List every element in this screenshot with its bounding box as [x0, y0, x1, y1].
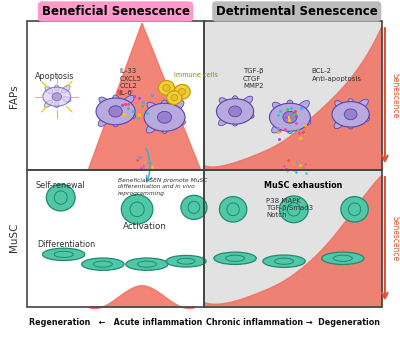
Ellipse shape — [219, 98, 230, 107]
Text: TGF-β
CTGF
MMP2: TGF-β CTGF MMP2 — [243, 68, 263, 89]
Ellipse shape — [216, 99, 254, 124]
Ellipse shape — [173, 117, 186, 125]
Polygon shape — [204, 175, 382, 307]
Ellipse shape — [112, 95, 119, 103]
Ellipse shape — [122, 95, 134, 106]
Ellipse shape — [96, 98, 135, 125]
Bar — [204, 21, 382, 170]
Ellipse shape — [283, 111, 297, 123]
Ellipse shape — [232, 118, 238, 126]
Ellipse shape — [146, 122, 158, 133]
Ellipse shape — [144, 103, 185, 131]
Ellipse shape — [341, 197, 368, 222]
Ellipse shape — [172, 100, 184, 112]
Ellipse shape — [45, 87, 53, 94]
Text: Senescence: Senescence — [391, 73, 400, 118]
Ellipse shape — [112, 119, 119, 127]
Text: Chronic inflammation →  Degeneration: Chronic inflammation → Degeneration — [206, 318, 380, 328]
Ellipse shape — [161, 100, 168, 108]
Bar — [28, 170, 204, 307]
Ellipse shape — [241, 96, 253, 106]
Ellipse shape — [270, 103, 310, 131]
Ellipse shape — [121, 195, 153, 224]
Ellipse shape — [158, 111, 172, 123]
Text: Beneficial-SEN promote MuSC
differentiation and in vivo
reprogramming: Beneficial-SEN promote MuSC differentiat… — [118, 178, 207, 196]
Ellipse shape — [334, 119, 345, 129]
Bar — [28, 21, 204, 170]
Polygon shape — [204, 26, 382, 170]
Ellipse shape — [348, 99, 354, 106]
Bar — [204, 170, 382, 307]
Text: Activation: Activation — [123, 222, 167, 232]
Ellipse shape — [357, 99, 368, 110]
Text: BCL-2
Anti-apoptosis: BCL-2 Anti-apoptosis — [312, 68, 362, 81]
Ellipse shape — [171, 95, 178, 101]
Ellipse shape — [242, 111, 254, 119]
Ellipse shape — [344, 109, 357, 120]
Ellipse shape — [298, 117, 311, 125]
Text: MuSC: MuSC — [9, 222, 19, 251]
Ellipse shape — [42, 248, 85, 261]
Ellipse shape — [124, 111, 136, 119]
Ellipse shape — [109, 106, 122, 117]
Text: Senescence: Senescence — [391, 216, 400, 261]
Ellipse shape — [280, 196, 308, 223]
Text: immune cells: immune cells — [174, 72, 218, 78]
Text: Differentiation: Differentiation — [37, 240, 95, 249]
Ellipse shape — [147, 102, 159, 113]
Ellipse shape — [52, 93, 62, 101]
Text: Self-renewal: Self-renewal — [35, 181, 85, 190]
Ellipse shape — [98, 116, 109, 126]
Text: Apoptosis: Apoptosis — [35, 72, 75, 81]
Text: Detrimental Senescence: Detrimental Senescence — [216, 5, 378, 18]
Ellipse shape — [335, 101, 346, 111]
Ellipse shape — [322, 252, 364, 264]
Ellipse shape — [358, 114, 370, 122]
Ellipse shape — [297, 100, 309, 112]
Ellipse shape — [161, 125, 168, 134]
Bar — [204, 170, 382, 307]
Ellipse shape — [263, 255, 305, 267]
Ellipse shape — [43, 87, 71, 106]
Ellipse shape — [166, 256, 206, 267]
Ellipse shape — [287, 100, 293, 108]
Ellipse shape — [214, 252, 256, 264]
Ellipse shape — [272, 122, 284, 133]
Ellipse shape — [174, 84, 190, 99]
Text: FAPs: FAPs — [9, 84, 19, 107]
Ellipse shape — [62, 97, 71, 102]
Text: MuSC exhaustion: MuSC exhaustion — [264, 181, 343, 190]
Ellipse shape — [46, 184, 75, 211]
Bar — [28, 170, 204, 307]
Ellipse shape — [126, 258, 168, 270]
Ellipse shape — [158, 80, 174, 95]
Ellipse shape — [229, 106, 242, 117]
Bar — [28, 21, 204, 170]
Ellipse shape — [55, 102, 59, 108]
Ellipse shape — [332, 102, 369, 127]
Ellipse shape — [82, 258, 124, 270]
Ellipse shape — [181, 195, 207, 219]
Text: Beneficial Senescence: Beneficial Senescence — [42, 5, 190, 18]
Ellipse shape — [348, 121, 354, 129]
Polygon shape — [88, 23, 201, 170]
Ellipse shape — [62, 85, 70, 93]
Ellipse shape — [232, 96, 238, 103]
Ellipse shape — [219, 197, 247, 222]
Ellipse shape — [287, 125, 293, 134]
Ellipse shape — [44, 100, 52, 107]
Ellipse shape — [272, 102, 284, 113]
Polygon shape — [88, 286, 196, 309]
Text: IL-33
CXCL5
CCL2
IL-6: IL-33 CXCL5 CCL2 IL-6 — [120, 68, 142, 96]
Ellipse shape — [163, 84, 170, 91]
Bar — [204, 21, 382, 170]
Ellipse shape — [167, 91, 182, 104]
Text: P38 MAPK
TGF-β/Smad3
Notch: P38 MAPK TGF-β/Smad3 Notch — [266, 198, 314, 218]
Ellipse shape — [178, 89, 186, 95]
Text: Regeneration   ←   Acute inflammation: Regeneration ← Acute inflammation — [29, 318, 202, 328]
Ellipse shape — [55, 85, 59, 91]
Ellipse shape — [99, 97, 110, 107]
Ellipse shape — [218, 116, 229, 126]
